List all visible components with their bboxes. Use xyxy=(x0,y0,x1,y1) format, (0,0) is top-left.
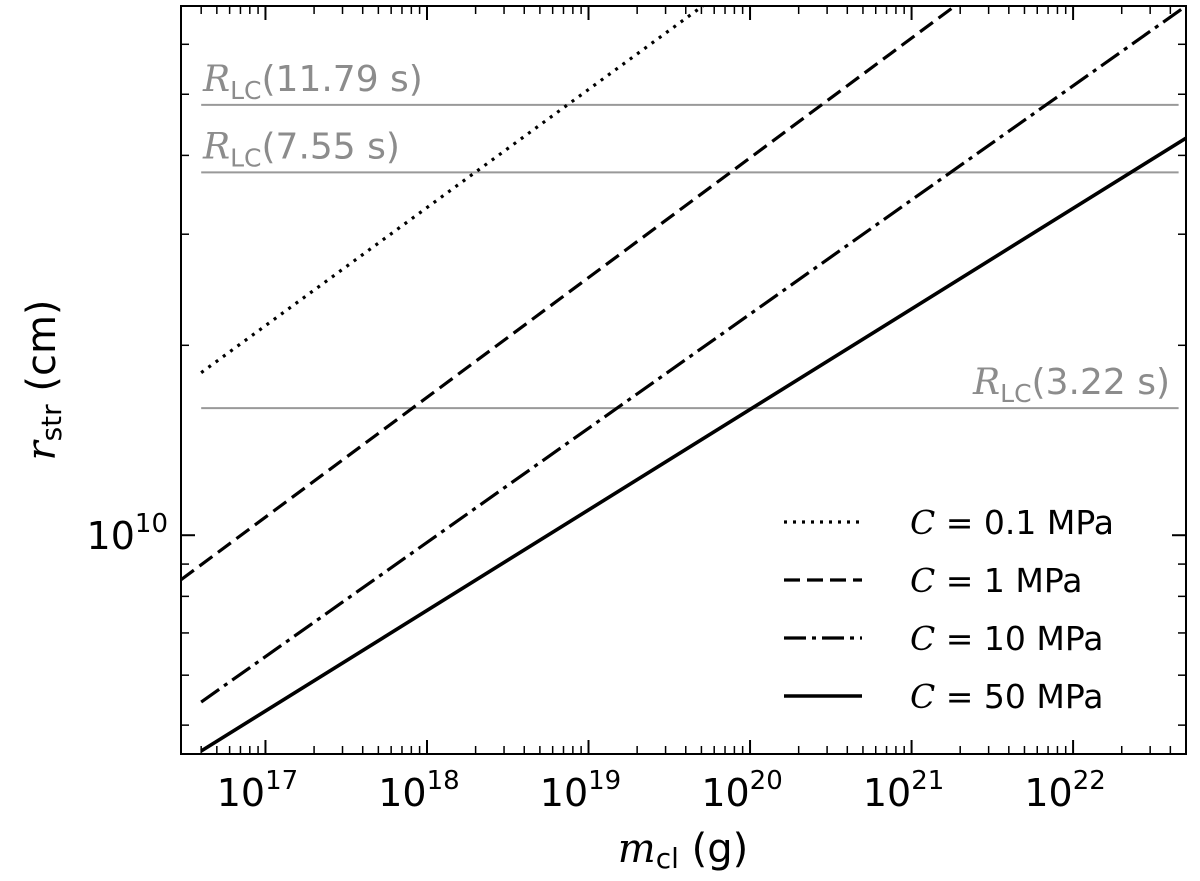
y-axis-title: rstr (cm) xyxy=(19,299,68,460)
x-tick-label: 1022 xyxy=(1024,766,1105,815)
y-tick-labels: 1010 xyxy=(87,509,168,558)
light-cylinder-label: RLC(11.79 s) xyxy=(202,59,423,105)
x-tick-label: 1017 xyxy=(217,766,298,815)
series-line-solid xyxy=(200,136,1186,753)
x-tick-label: 1021 xyxy=(863,766,944,815)
x-tick-label: 1019 xyxy=(540,766,621,815)
light-cylinder-label: RLC(7.55 s) xyxy=(202,126,400,172)
data-series xyxy=(181,6,1186,753)
series-line-dashdot xyxy=(200,6,1186,704)
x-tick-label: 1020 xyxy=(701,766,782,815)
series-line-dashed xyxy=(181,6,958,582)
series-line-dotted xyxy=(200,6,706,374)
x-tick-labels: 1017 1018 1019 1020 1021 1022 xyxy=(217,766,1106,815)
legend-label: C = 10 MPa xyxy=(910,619,1103,658)
x-tick-label: 1018 xyxy=(378,766,459,815)
legend: C = 0.1 MPa C = 1 MPa C = 10 MPa C = 50 MPa xyxy=(784,503,1114,716)
legend-label: C = 1 MPa xyxy=(910,561,1082,600)
legend-label: C = 50 MPa xyxy=(910,677,1103,716)
major-ticks xyxy=(181,6,1186,754)
legend-label: C = 0.1 MPa xyxy=(910,503,1114,542)
reference-lines: RLC(11.79 s) RLC(7.55 s) RLC(3.22 s) xyxy=(201,59,1179,410)
light-cylinder-label: RLC(3.22 s) xyxy=(972,362,1170,408)
x-axis-title: mcl (g) xyxy=(618,826,748,875)
y-tick-label: 1010 xyxy=(87,509,168,558)
plot-frame xyxy=(180,5,1187,755)
